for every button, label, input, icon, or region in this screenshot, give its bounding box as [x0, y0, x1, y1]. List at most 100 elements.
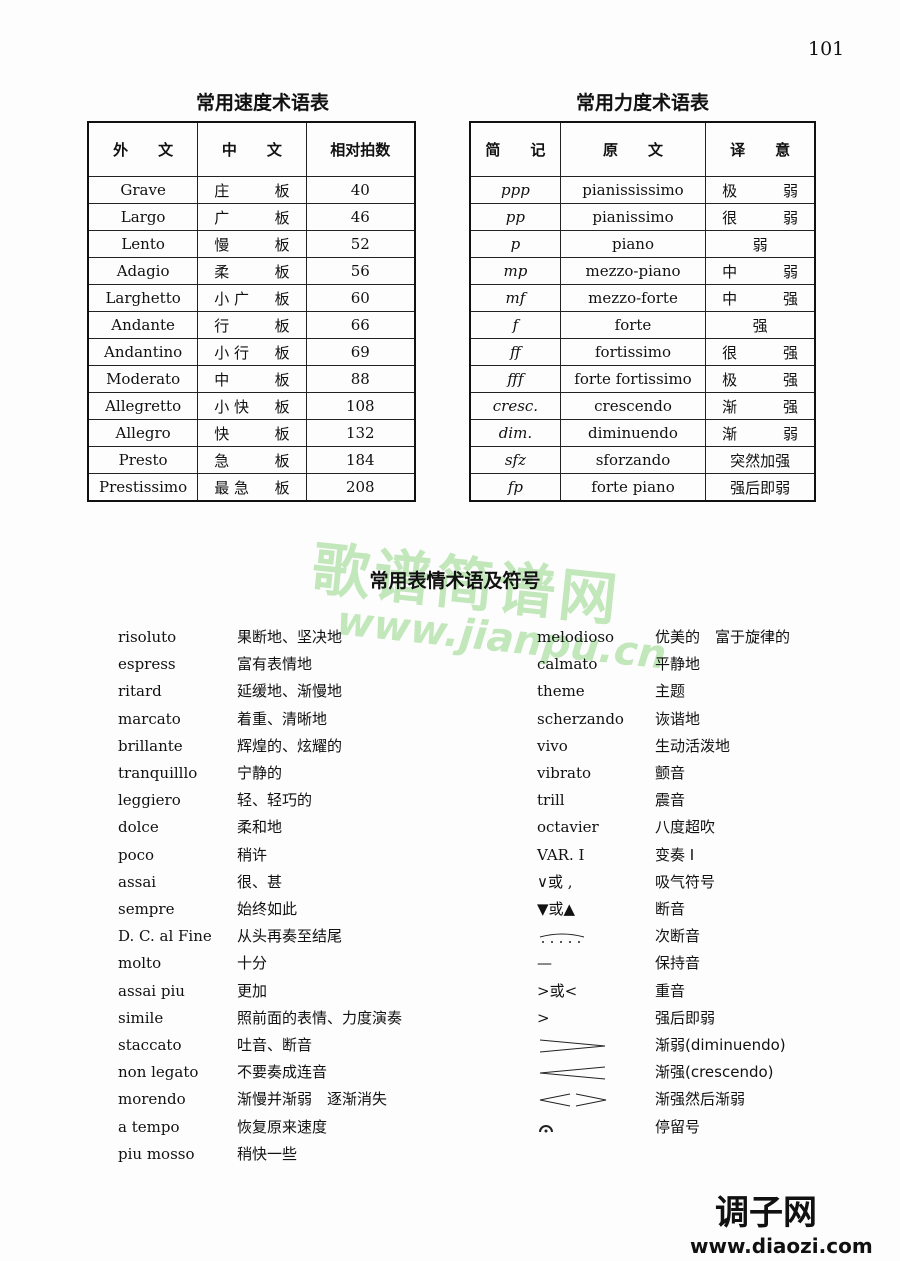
tempo-chinese-a: 庄	[214, 181, 230, 200]
expression-term: sempre	[118, 900, 175, 918]
expression-meaning: 平静地	[655, 655, 701, 674]
tempo-term: Lento	[87, 230, 199, 258]
expression-term: tranquilllo	[118, 764, 198, 782]
expression-meaning: 从头再奏至结尾	[237, 927, 343, 946]
meaning-a: 很	[722, 343, 738, 362]
expression-item: simile 照前面的表情、力度演奏	[0, 1005, 450, 1032]
expression-meaning: 恢复原来速度	[237, 1117, 328, 1136]
tempo-chinese-b: 板	[274, 262, 290, 281]
expression-term: a tempo	[118, 1117, 180, 1136]
tempo-chinese-b: 板	[274, 478, 290, 497]
tempo-chinese-a: 慢	[214, 235, 230, 254]
tempo-term: Prestissimo	[87, 473, 199, 502]
tempo-chinese-a: 中	[214, 370, 230, 389]
tempo-term: Largo	[87, 203, 199, 231]
dynamics-original: sforzando	[559, 446, 707, 474]
header-meaning: 译 意	[705, 121, 816, 177]
expression-item: poco 稍许	[0, 842, 450, 869]
expression-term: —	[537, 954, 552, 973]
tempo-beats: 108	[305, 392, 416, 420]
expression-item: leggiero 轻、轻巧的	[0, 787, 450, 814]
tempo-chinese: 小 行板	[197, 338, 307, 366]
dynamics-table: 简 记 原 文 译 意 ppp pianississimo 极弱 pp pianissi…	[469, 121, 816, 502]
tempo-beats: 52	[305, 230, 416, 258]
expression-item: VAR. I 变奏 I	[450, 842, 870, 869]
expression-title: 常用表情术语及符号	[369, 570, 541, 592]
meaning-b: 强	[782, 370, 798, 389]
tempo-chinese: 柔板	[197, 257, 307, 285]
expression-item: staccato 吐音、断音	[0, 1032, 450, 1059]
meaning-b: 弱	[782, 262, 798, 281]
expression-meaning: 停留号	[655, 1117, 701, 1136]
expression-item: vivo 生动活泼地	[450, 733, 870, 760]
expression-meaning: 重音	[655, 981, 686, 1000]
tempo-row: Adagio 柔板 56	[87, 257, 416, 285]
expression-term: theme	[537, 682, 585, 701]
expression-meaning: 断音	[655, 900, 686, 918]
expression-meaning: 始终如此	[237, 900, 298, 918]
expression-term: ▼或▲	[537, 900, 576, 918]
tempo-term: Andante	[87, 311, 199, 339]
expression-term: assai	[118, 872, 157, 891]
expression-item: non legato 不要奏成连音	[0, 1059, 450, 1086]
expression-term: >	[537, 1008, 550, 1027]
expression-item: risoluto 果断地、坚决地	[0, 624, 450, 651]
tempo-chinese: 小 广板	[197, 284, 307, 312]
dynamics-abbr: sfz	[469, 446, 561, 474]
tempo-chinese-b: 板	[274, 397, 290, 416]
tempo-term: Moderato	[87, 365, 199, 393]
dynamics-row: mp mezzo-piano 中弱	[469, 257, 816, 285]
meaning-b: 弱	[782, 424, 798, 443]
expression-meaning: 生动活泼地	[655, 736, 731, 755]
expression-term: assai piu	[118, 981, 185, 1000]
dynamics-abbr: cresc.	[469, 392, 561, 420]
dynamics-abbr: f	[469, 311, 561, 339]
tempo-chinese-b: 板	[274, 235, 290, 254]
expression-meaning: 变奏 I	[655, 845, 695, 864]
expression-term: dolce	[118, 818, 159, 837]
header-original: 原 文	[559, 121, 707, 177]
meaning-text: 弱	[752, 235, 768, 254]
meaning-a: 很	[722, 208, 738, 227]
expression-meaning: 果断地、坚决地	[237, 628, 343, 646]
expression-meaning: 八度超吹	[655, 818, 716, 837]
tempo-term: Allegro	[87, 419, 199, 447]
expression-item: ritard 延缓地、渐慢地	[0, 678, 450, 705]
expression-meaning: 渐强(crescendo)	[655, 1063, 774, 1082]
expression-meaning: 渐强然后渐弱	[655, 1090, 746, 1109]
expression-meaning: 照前面的表情、力度演奏	[237, 1008, 403, 1027]
dynamics-row: p piano 弱	[469, 230, 816, 258]
dynamics-original: forte piano	[559, 473, 707, 502]
tempo-term: Larghetto	[87, 284, 199, 312]
fermata-icon	[537, 1118, 557, 1138]
expression-item: calmato 平静地	[450, 651, 870, 678]
expression-term: scherzando	[537, 709, 624, 728]
expression-meaning: 保持音	[655, 954, 701, 973]
tempo-chinese-b: 板	[274, 208, 290, 227]
tempo-term: Presto	[87, 446, 199, 474]
dynamics-row: ppp pianississimo 极弱	[469, 176, 816, 204]
dynamics-original: mezzo-forte	[559, 284, 707, 312]
tempo-table-title: 常用速度术语表	[195, 92, 329, 114]
expression-term: simile	[118, 1008, 164, 1027]
tempo-chinese: 行板	[197, 311, 307, 339]
dynamics-row: fp forte piano 强后即弱	[469, 473, 816, 502]
tempo-term: Andantino	[87, 338, 199, 366]
expression-term: marcato	[118, 709, 181, 728]
meaning-a: 渐	[722, 424, 738, 443]
tempo-chinese: 快板	[197, 419, 307, 447]
expression-item: 渐强然后渐弱	[450, 1086, 870, 1113]
tempo-beats: 46	[305, 203, 416, 231]
tempo-chinese-a: 小 广	[214, 289, 249, 308]
expression-item: a tempo 恢复原来速度	[0, 1114, 450, 1141]
dynamics-meaning: 极弱	[705, 176, 816, 204]
expression-meaning: 柔和地	[237, 818, 283, 837]
tempo-beats: 132	[305, 419, 416, 447]
expression-item: vibrato 颤音	[450, 760, 870, 787]
meaning-b: 弱	[782, 208, 798, 227]
expression-term: espress	[118, 655, 176, 674]
expression-meaning: 吸气符号	[655, 872, 716, 891]
expression-item: D. C. al Fine 从头再奏至结尾	[0, 923, 450, 950]
expression-item: trill 震音	[450, 787, 870, 814]
dynamics-original: pianissimo	[559, 203, 707, 231]
